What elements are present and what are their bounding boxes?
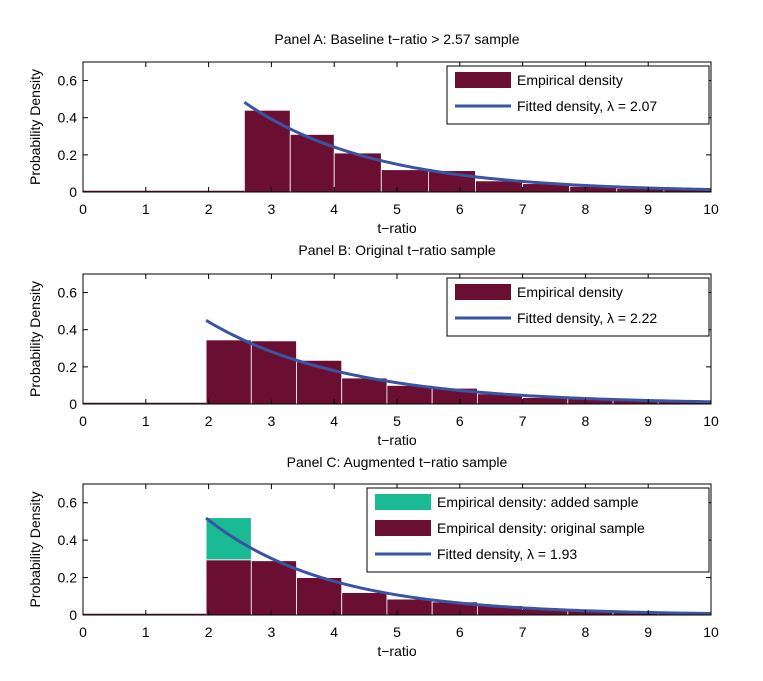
bar: [250, 340, 297, 405]
y-tick-label: 0.6: [58, 285, 78, 301]
x-axis-label: t−ratio: [377, 432, 417, 448]
y-axis: 0 0.2 0.4 0.6: [58, 73, 711, 200]
x-tick-label: 1: [142, 413, 150, 429]
y-axis: 0 0.2 0.4 0.6: [58, 495, 711, 623]
bar: [289, 134, 335, 193]
x-tick-label: 3: [268, 201, 276, 217]
bar: [243, 109, 291, 193]
bar-original-sample: [341, 592, 388, 616]
legend-swatch: [455, 72, 511, 88]
x-tick-label: 9: [644, 201, 652, 217]
legend-entry: Empirical density: original sample: [437, 520, 645, 536]
y-tick-label: 0: [69, 396, 77, 412]
bars: [205, 339, 712, 405]
legend: Empirical density Fitted density, λ = 2.0…: [446, 65, 710, 125]
y-axis: 0 0.2 0.4 0.6: [58, 285, 711, 412]
y-axis-label: Probability Density: [27, 281, 43, 397]
y-tick-label: 0: [69, 607, 77, 623]
x-tick-label: 10: [703, 624, 719, 640]
x-tick-label: 1: [142, 624, 150, 640]
x-tick-label: 6: [456, 413, 464, 429]
bar: [380, 169, 429, 193]
y-tick-label: 0: [69, 184, 77, 200]
x-tick-label: 2: [205, 624, 213, 640]
bar: [205, 339, 252, 405]
x-tick-label: 6: [456, 201, 464, 217]
bar: [386, 385, 433, 405]
x-axis-label: t−ratio: [377, 643, 417, 659]
legend-entry: Empirical density: [517, 72, 623, 88]
y-tick-label: 0.2: [58, 570, 78, 586]
bar: [341, 377, 388, 405]
x-axis: 0 1 2 3 4 5 6 7 8 9 10: [79, 62, 719, 217]
x-tick-label: 0: [79, 624, 87, 640]
bar-original-sample: [296, 577, 343, 616]
x-tick-label: 6: [456, 624, 464, 640]
x-tick-label: 4: [330, 413, 338, 429]
x-tick-label: 7: [519, 413, 527, 429]
legend-swatch: [375, 520, 431, 536]
legend-entry: Empirical density: added sample: [437, 494, 639, 510]
x-tick-label: 1: [142, 201, 150, 217]
y-tick-label: 0.4: [58, 110, 78, 126]
y-tick-label: 0.2: [58, 359, 78, 375]
x-tick-label: 7: [519, 624, 527, 640]
x-tick-label: 9: [644, 624, 652, 640]
x-tick-label: 8: [582, 624, 590, 640]
panel-title: Panel C: Augmented t−ratio sample: [287, 454, 508, 470]
legend: Empirical density: added sample Empirical…: [366, 487, 710, 573]
y-axis-label: Probability Density: [27, 492, 43, 608]
y-tick-label: 0.4: [58, 532, 78, 548]
x-tick-label: 3: [268, 413, 276, 429]
x-tick-label: 0: [79, 413, 87, 429]
x-tick-label: 2: [205, 201, 213, 217]
panel-c: 0 1 2 3 4 5 6 7 8 9 10 0 0.2 0.4 0.6 Panel C: Augmented…: [27, 454, 719, 659]
x-tick-label: 4: [330, 201, 338, 217]
legend-swatch: [375, 494, 431, 510]
y-tick-label: 0.6: [58, 495, 78, 511]
panel-a: 0 1 2 3 4 5 6 7 8 9 10 0 0.2 0.4 0.6 Panel A: Baseline …: [27, 31, 719, 236]
fitted-density-curve: [205, 319, 712, 404]
x-tick-label: 5: [393, 624, 401, 640]
y-axis-label: Probability Density: [27, 69, 43, 185]
bar-original-sample: [205, 559, 252, 616]
x-tick-label: 8: [582, 413, 590, 429]
legend-entry-fit: Fitted density, λ = 1.93: [437, 546, 577, 562]
legend: Empirical density Fitted density, λ = 2.2…: [446, 277, 710, 337]
x-tick-label: 9: [644, 413, 652, 429]
x-tick-label: 3: [268, 624, 276, 640]
y-tick-label: 0.4: [58, 322, 78, 338]
bar-original-sample: [386, 598, 433, 616]
x-tick-label: 5: [393, 413, 401, 429]
x-tick-label: 2: [205, 413, 213, 429]
x-axis-label: t−ratio: [377, 220, 417, 236]
bar-original-sample: [250, 560, 297, 616]
x-tick-label: 0: [79, 201, 87, 217]
legend-entry-fit: Fitted density, λ = 2.07: [517, 98, 657, 114]
panel-title: Panel A: Baseline t−ratio > 2.57 sample: [274, 31, 519, 47]
y-tick-label: 0.2: [58, 147, 78, 163]
x-tick-label: 10: [703, 413, 719, 429]
bar: [475, 180, 523, 193]
x-tick-label: 8: [582, 201, 590, 217]
x-tick-label: 7: [519, 201, 527, 217]
y-tick-label: 0.6: [58, 73, 78, 89]
panel-title: Panel B: Original t−ratio sample: [298, 242, 495, 258]
x-tick-label: 4: [330, 624, 338, 640]
x-tick-label: 5: [393, 201, 401, 217]
fitted-density-curve: [243, 101, 712, 192]
legend-entry: Empirical density: [517, 284, 623, 300]
legend-box: [446, 277, 710, 337]
legend-swatch: [455, 284, 511, 300]
panel-b: 0 1 2 3 4 5 6 7 8 9 10 0 0.2 0.4 0.6 Panel B: Original …: [27, 242, 719, 448]
legend-entry-fit: Fitted density, λ = 2.22: [517, 310, 657, 326]
x-tick-label: 10: [703, 201, 719, 217]
fitted-density-curve: [205, 516, 712, 615]
